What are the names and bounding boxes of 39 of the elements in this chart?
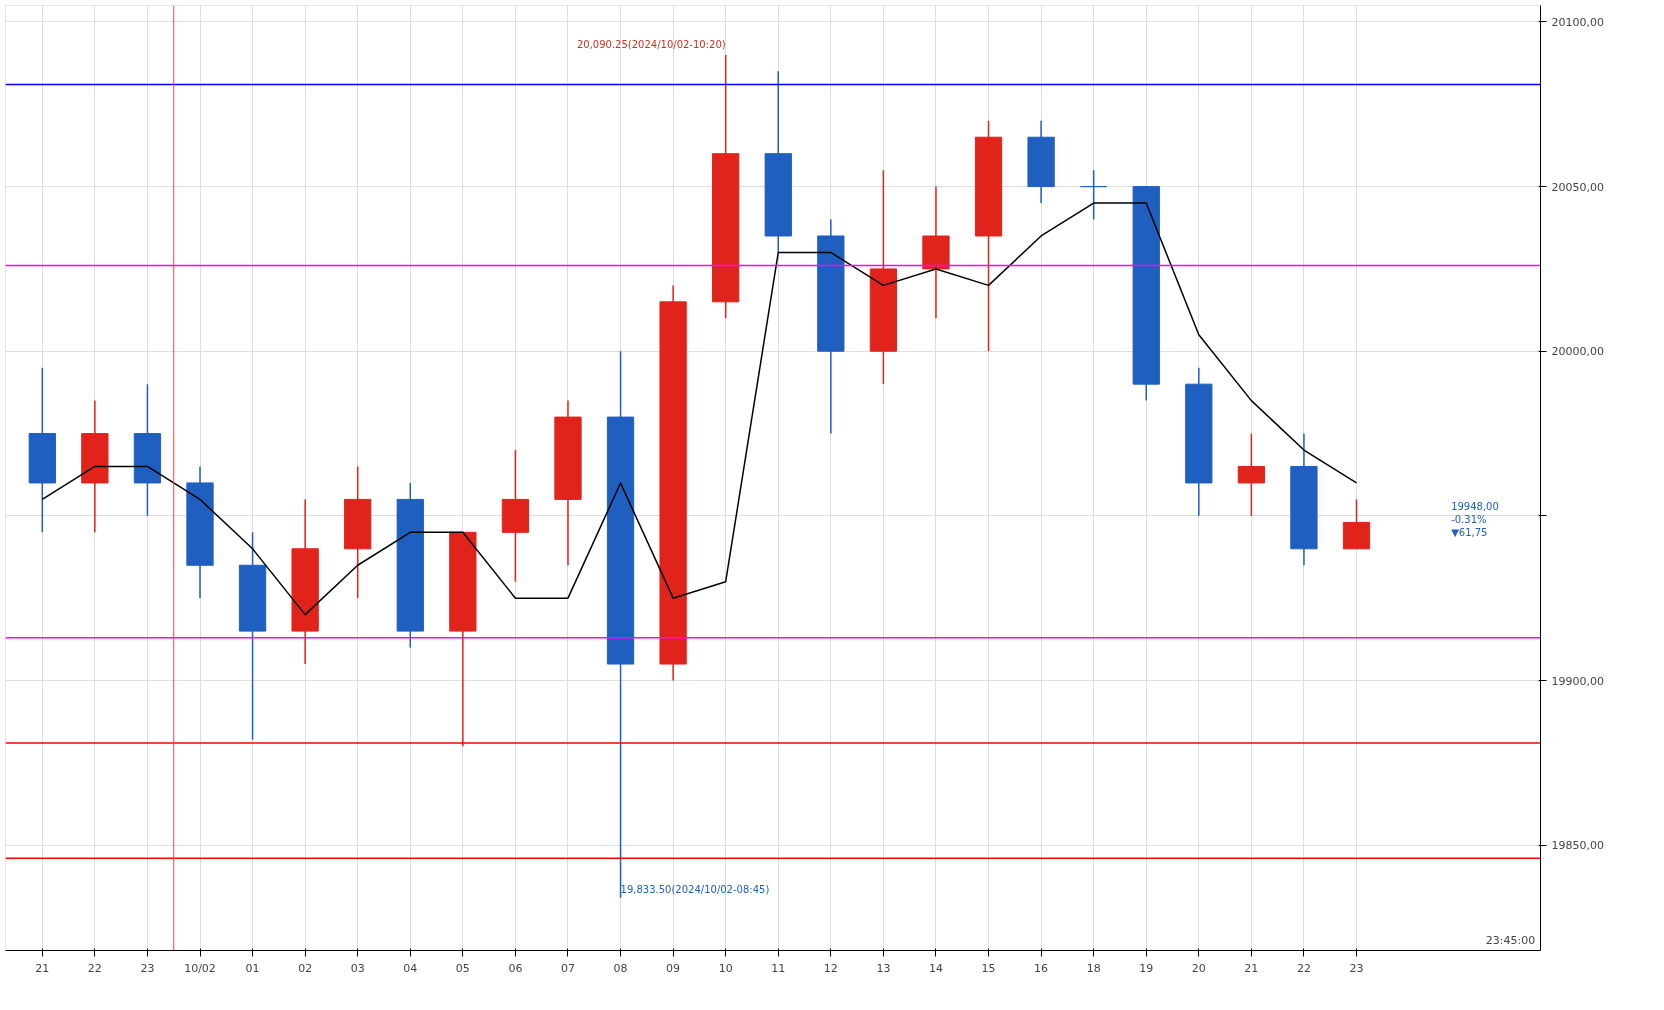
text: 19948,00: [1451, 501, 1499, 513]
x-tick-label: 09: [666, 961, 681, 975]
y-tick-label: 20050,00: [1551, 180, 1604, 194]
x-tick-label: 12: [823, 961, 838, 975]
x-tick-label: 02: [298, 961, 313, 975]
x-tick-label: 13: [876, 961, 891, 975]
x-tick-label: 21: [35, 961, 50, 975]
x-tick-label: 15: [981, 961, 996, 975]
y-tick-label: 20000,00: [1551, 345, 1604, 359]
candlestick: [1080, 169, 1108, 221]
x-tick-label: 10/02: [184, 961, 216, 975]
x-tick-label: 01: [245, 961, 260, 975]
x-tick-label: 03: [350, 961, 365, 975]
annotation: 20,090.25(2024/10/02-10:20): [576, 39, 726, 51]
x-tick-label: 11: [771, 961, 786, 975]
x-tick-label: 23: [140, 961, 155, 975]
x-tick-label: 23: [1349, 961, 1364, 975]
x-tick-label: 05: [455, 961, 470, 975]
line-series: [41, 202, 1358, 616]
x-tick-label: 14: [928, 961, 943, 975]
x-tick-label: 19: [1139, 961, 1154, 975]
x-tick-label: 04: [403, 961, 418, 975]
text: 23:45:00: [1485, 933, 1536, 947]
x-tick-label: 10: [718, 961, 733, 975]
x-tick-label: 07: [560, 961, 575, 975]
x-tick-label: 18: [1086, 961, 1101, 975]
x-tick-label: 20: [1191, 961, 1206, 975]
x-tick-label: 22: [1296, 961, 1311, 975]
x-tick-label: 16: [1034, 961, 1049, 975]
y-tick-label: 20100,00: [1551, 15, 1604, 29]
x-tick-label: 22: [87, 961, 102, 975]
text: -0.31%: [1451, 513, 1487, 525]
text: ▼61,75: [1451, 526, 1488, 538]
x-tick-label: 06: [508, 961, 523, 975]
annotation: 19,833.50(2024/10/02-08:45): [620, 884, 770, 896]
y-tick-label: 19850,00: [1551, 839, 1604, 853]
x-tick-label: 21: [1244, 961, 1259, 975]
y-tick-label: 19900,00: [1551, 674, 1604, 688]
x-tick-label: 08: [613, 961, 628, 975]
